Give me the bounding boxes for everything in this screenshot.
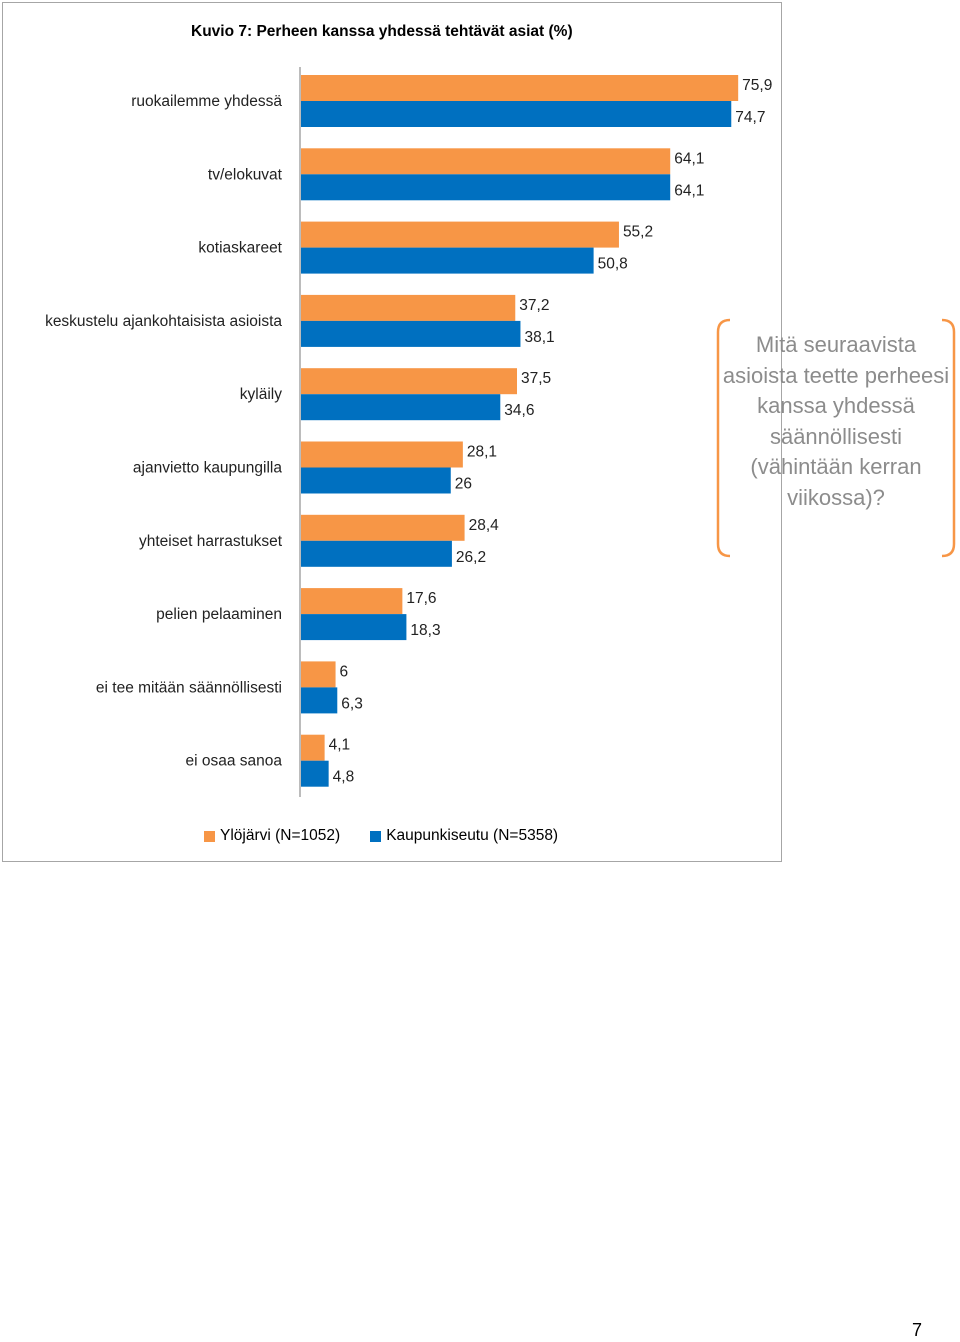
data-label: 38,1 (524, 329, 554, 346)
bar-kaupunkiseutu (301, 247, 594, 274)
callout-left-bracket (716, 318, 731, 558)
bar-ylojarvi (301, 661, 336, 688)
bar-ylojarvi (301, 294, 516, 321)
question-callout-bracket (716, 318, 956, 558)
chart-title: Kuvio 7: Perheen kanssa yhdessä tehtävät… (191, 23, 573, 40)
legend-swatch-ylojarvi (204, 830, 215, 842)
legend: Ylöjärvi (N=1052) Kaupunkiseutu (N=5358) (204, 827, 588, 845)
bar-kaupunkiseutu (301, 101, 732, 127)
data-label: 28,4 (469, 517, 500, 534)
category-label: ruokailemme yhdessä (131, 93, 282, 110)
bar-kaupunkiseutu (301, 467, 451, 494)
bar-kaupunkiseutu (301, 760, 329, 787)
data-label: 55,2 (623, 224, 653, 241)
bar-kaupunkiseutu (301, 394, 501, 421)
data-label: 74,7 (735, 109, 765, 126)
data-label: 26 (455, 476, 472, 493)
bar-ylojarvi (301, 514, 465, 541)
data-label: 75,9 (742, 77, 772, 94)
data-label: 37,5 (521, 370, 551, 387)
category-label: tv/elokuvat (208, 166, 283, 183)
category-label: keskustelu ajankohtaisista asioista (45, 313, 282, 330)
legend-item-kaupunkiseutu: Kaupunkiseutu (N=5358) (370, 827, 558, 845)
bar-ylojarvi (301, 588, 403, 615)
data-label: 34,6 (504, 402, 534, 419)
data-label: 26,2 (456, 549, 486, 566)
bar-ylojarvi (301, 734, 325, 761)
category-label: kyläily (240, 386, 282, 403)
question-callout-text: Mitä seuraavista asioista teette perhees… (722, 332, 950, 510)
category-label: yhteiset harrastukset (139, 533, 283, 550)
data-label: 6,3 (341, 695, 363, 712)
data-label: 18,3 (410, 622, 440, 639)
legend-label-kaupunkiseutu: Kaupunkiseutu (N=5358) (386, 827, 559, 844)
category-label: ajanvietto kaupungilla (133, 460, 282, 477)
legend-item-ylojarvi: Ylöjärvi (N=1052) (204, 827, 340, 845)
bar-ylojarvi (301, 75, 739, 101)
bar-ylojarvi (301, 148, 671, 175)
data-label: 50,8 (598, 256, 628, 273)
category-label: ei tee mitään säännöllisesti (96, 679, 282, 696)
data-label: 17,6 (406, 590, 436, 607)
data-label: 4,1 (329, 737, 351, 754)
category-label: kotiaskareet (198, 240, 282, 257)
data-label: 64,1 (674, 182, 704, 199)
category-label: ei osaa sanoa (185, 753, 282, 770)
category-label: pelien pelaaminen (156, 606, 282, 623)
bar-ylojarvi (301, 441, 463, 468)
legend-label-ylojarvi: Ylöjärvi (N=1052) (220, 827, 341, 844)
legend-swatch-kaupunkiseutu (370, 830, 382, 842)
bar-chart: ruokailemme yhdessä75,974,7tv/elokuvat64… (45, 67, 772, 797)
bar-ylojarvi (301, 221, 619, 248)
page-number: 7 (912, 1320, 923, 1340)
data-label: 64,1 (674, 150, 704, 167)
bar-kaupunkiseutu (301, 687, 338, 714)
data-label: 6 (340, 663, 349, 680)
bar-kaupunkiseutu (301, 614, 407, 641)
bar-ylojarvi (301, 368, 517, 395)
data-label: 4,8 (333, 769, 355, 786)
chart-frame: Kuvio 7: Perheen kanssa yhdessä tehtävät… (2, 2, 782, 862)
data-label: 28,1 (467, 444, 497, 461)
bar-kaupunkiseutu (301, 540, 452, 567)
callout-right-bracket (941, 318, 956, 558)
data-label: 37,2 (519, 297, 549, 314)
bar-kaupunkiseutu (301, 174, 671, 201)
bar-kaupunkiseutu (301, 320, 521, 347)
